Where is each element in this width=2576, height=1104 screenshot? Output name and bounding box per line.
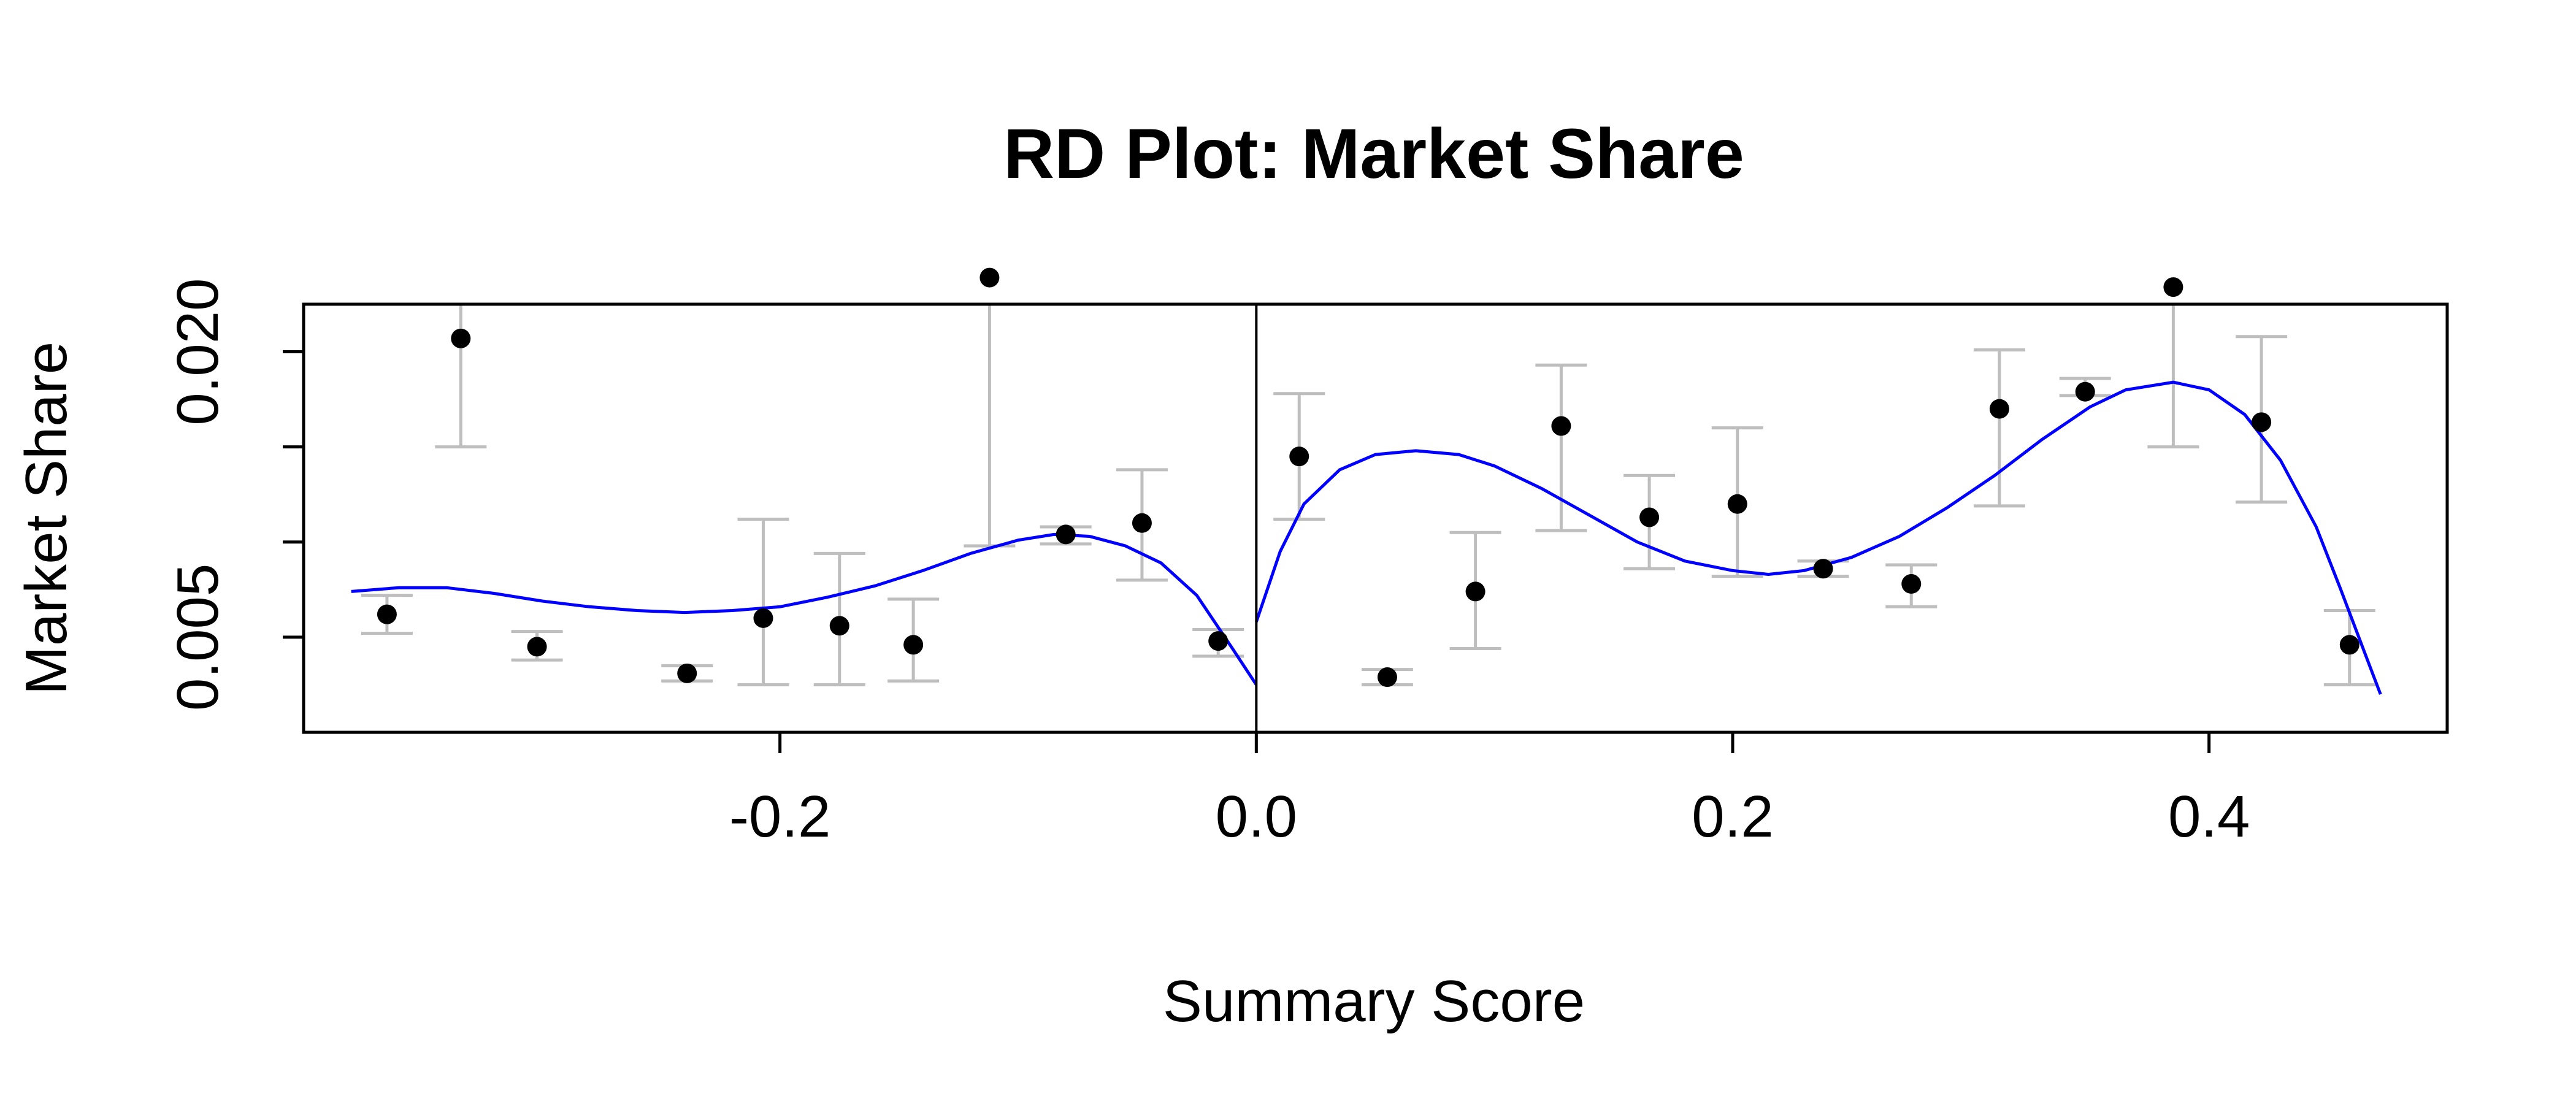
data-point <box>979 267 1000 288</box>
x-axis: -0.2 0.0 0.2 0.4 <box>729 732 2250 849</box>
data-point <box>753 608 773 628</box>
fit-lines <box>351 380 2382 695</box>
x-tick-label: 0.4 <box>2168 784 2250 849</box>
x-tick-label: -0.2 <box>729 784 830 849</box>
data-point <box>2075 381 2095 402</box>
data-point <box>1377 667 1397 688</box>
data-point <box>2163 277 2183 297</box>
data-point <box>1901 574 1922 594</box>
data-point <box>1465 581 1485 602</box>
x-axis-label: Summary Score <box>1163 968 1585 1034</box>
data-point <box>903 635 924 655</box>
y-axis: 0.005 0.020 <box>165 278 304 711</box>
data-point <box>377 604 397 624</box>
data-point <box>1727 494 1747 514</box>
y-tick-label: 0.005 <box>165 564 231 711</box>
data-point <box>2252 412 2272 432</box>
data-points <box>377 267 2359 688</box>
data-point <box>527 637 547 657</box>
chart-title: RD Plot: Market Share <box>1003 115 1744 193</box>
data-point <box>1813 559 1833 579</box>
data-point <box>451 328 471 348</box>
data-point <box>1989 399 2009 419</box>
data-point <box>829 616 849 636</box>
x-tick-label: 0.2 <box>1692 784 1773 849</box>
data-point <box>1132 513 1152 533</box>
fit-line-right <box>1254 380 2382 695</box>
data-point <box>1551 416 1571 436</box>
data-point <box>1639 507 1660 527</box>
data-point <box>1056 524 1076 545</box>
error-bars <box>361 304 2375 686</box>
data-point <box>1289 447 1309 467</box>
data-point <box>677 663 697 683</box>
y-tick-label: 0.020 <box>165 278 231 425</box>
plot-frame <box>302 302 2449 734</box>
fit-line-left <box>351 532 1258 686</box>
data-point <box>1208 631 1229 651</box>
x-tick-label: 0.0 <box>1216 784 1297 849</box>
y-axis-label: Market Share <box>13 342 79 695</box>
data-point <box>2339 635 2359 655</box>
